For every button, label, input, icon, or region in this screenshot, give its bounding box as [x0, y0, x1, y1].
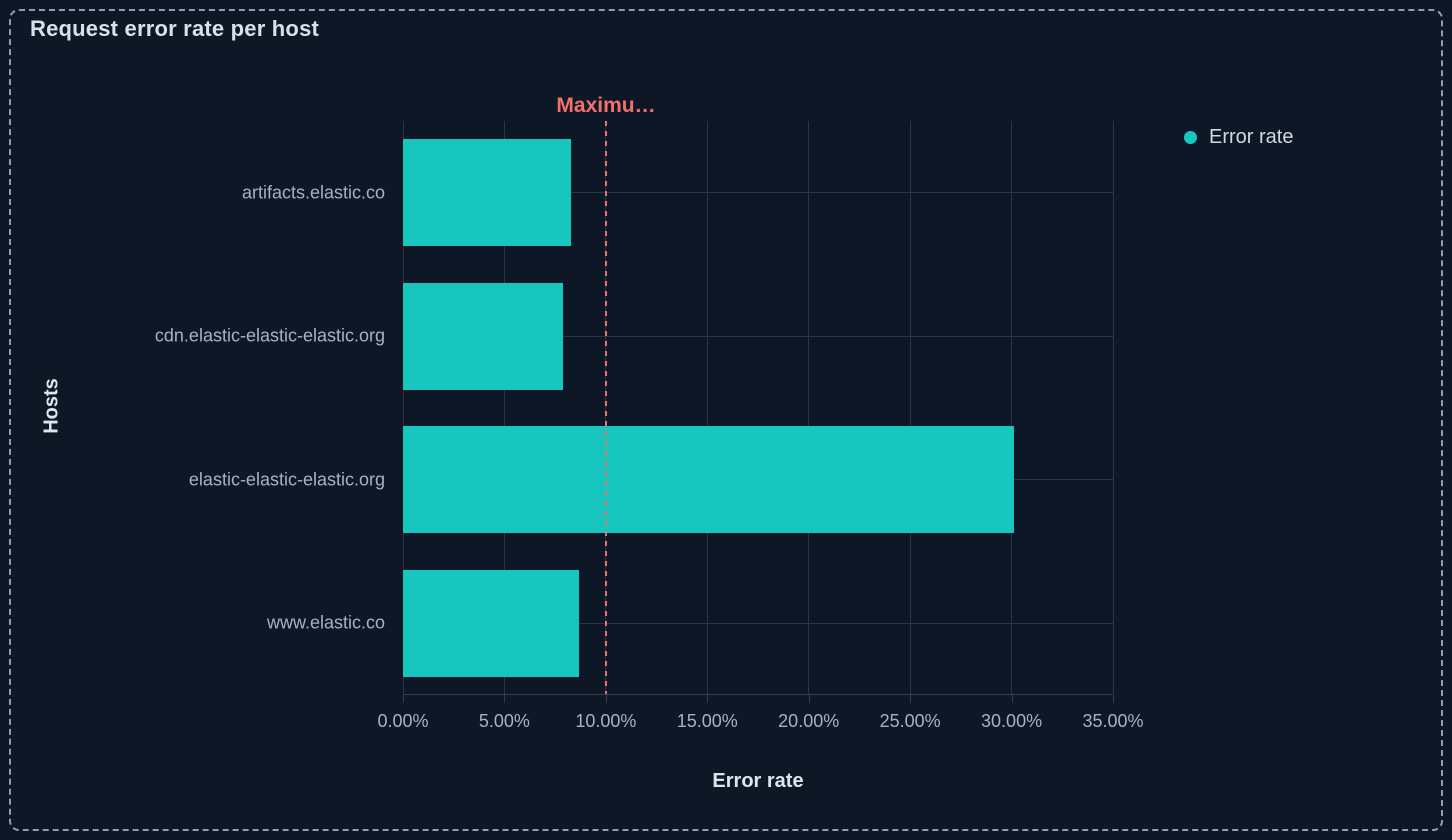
x-tick-label: 15.00%: [676, 711, 738, 731]
horizontal-gridline: [403, 192, 1113, 194]
vertical-gridline: [1112, 121, 1114, 694]
x-axis-title: Error rate: [712, 770, 804, 792]
x-tick-label: 35.00%: [1082, 711, 1144, 731]
x-tick-label: 0.00%: [377, 711, 429, 731]
bar-artifacts.elastic.co[interactable]: [403, 139, 572, 247]
vertical-gridline: [706, 121, 708, 694]
horizontal-gridline: [403, 622, 1113, 624]
y-category-label: www.elastic.co: [266, 612, 385, 633]
bar-elastic-elastic-elastic.org[interactable]: [403, 426, 1014, 534]
y-axis-title: Hosts: [40, 378, 63, 434]
vertical-gridline: [909, 121, 911, 694]
horizontal-gridline: [403, 335, 1113, 337]
x-tick-mark: [808, 695, 810, 703]
threshold-line: [604, 121, 607, 694]
y-axis-labels: artifacts.elastic.co cdn.elastic-elastic-…: [0, 121, 385, 695]
x-tick-label: 20.00%: [778, 711, 840, 731]
x-tick-mark: [910, 695, 912, 703]
x-tick-mark: [1011, 695, 1013, 703]
x-axis-labels: 0.00% 5.00% 10.00% 15.00% 20.00% 25.00% 30.00%…: [0, 711, 1452, 735]
bar-cdn.elastic-elastic-elastic.org[interactable]: [403, 282, 564, 390]
vertical-gridline: [402, 121, 404, 694]
legend-item-label: Error rate: [1209, 126, 1294, 148]
x-tick-label: 5.00%: [478, 711, 530, 731]
vertical-gridline: [503, 121, 505, 694]
threshold-label: Maximu…: [556, 94, 656, 117]
bar-www.elastic.co[interactable]: [403, 569, 580, 677]
x-tick-label: 10.00%: [575, 711, 637, 731]
x-tick-mark: [1113, 695, 1114, 703]
vertical-gridline: [808, 121, 810, 694]
legend-dot-icon: [1184, 131, 1197, 144]
y-category-label: cdn.elastic-elastic-elastic.org: [154, 325, 385, 346]
x-tick-mark: [403, 695, 404, 703]
legend-item-error-rate[interactable]: Error rate: [1184, 126, 1293, 149]
y-category-label: elastic-elastic-elastic.org: [188, 469, 385, 490]
plot-area[interactable]: [402, 121, 1114, 695]
x-tick-label: 30.00%: [981, 711, 1043, 731]
y-category-label: artifacts.elastic.co: [241, 182, 385, 203]
x-tick-mark: [605, 695, 607, 703]
chart-title: Request error rate per host: [30, 16, 320, 41]
vertical-gridline: [1011, 121, 1013, 694]
x-tick-mark: [707, 695, 709, 703]
x-tick-mark: [504, 695, 506, 703]
x-tick-label: 25.00%: [879, 711, 941, 731]
